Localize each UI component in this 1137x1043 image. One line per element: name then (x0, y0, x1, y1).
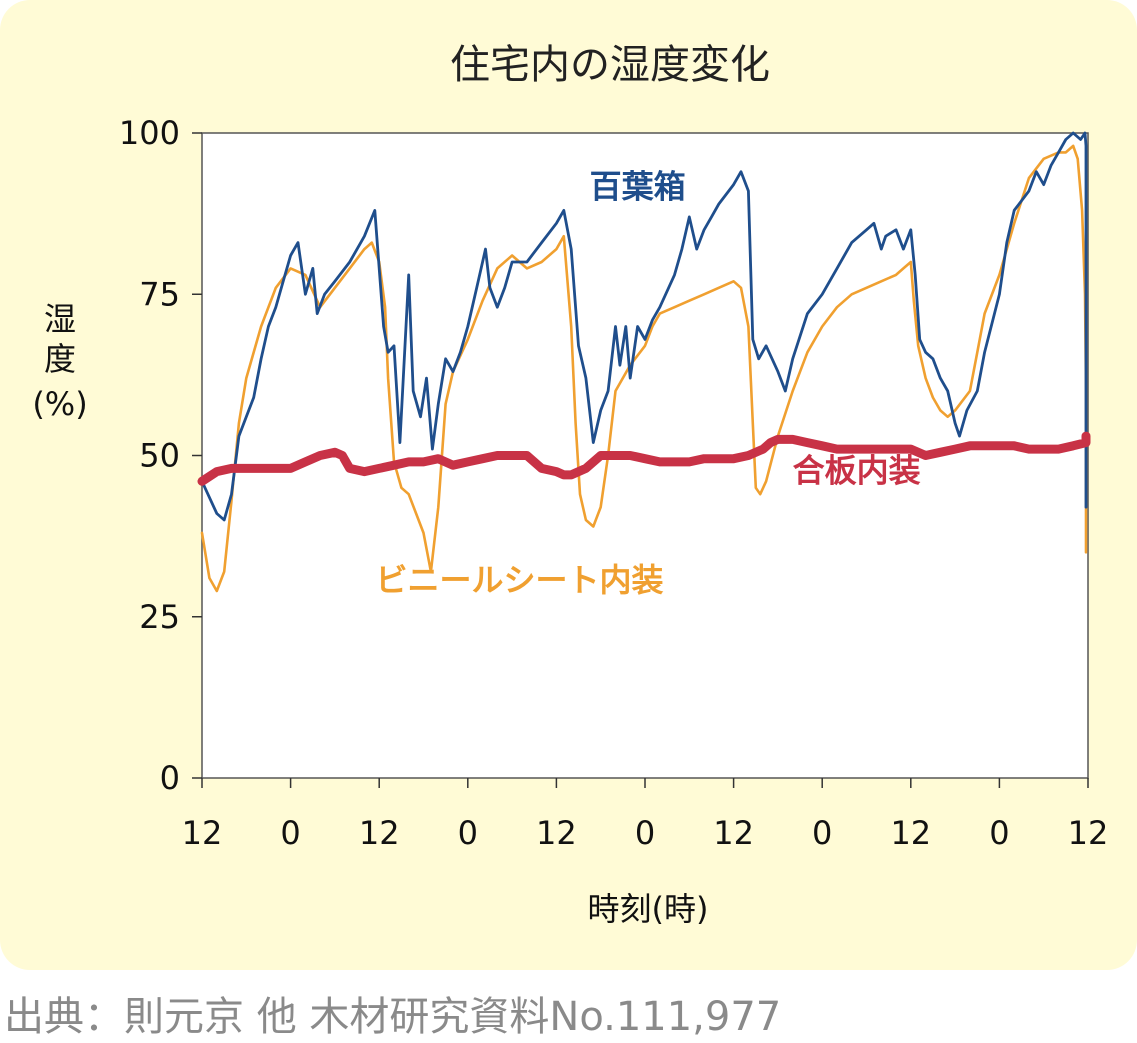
chart-title: 住宅内の湿度変化 (450, 42, 770, 88)
series-label-0: 百葉箱 (590, 168, 686, 206)
x-tick-label: 12 (1068, 814, 1109, 852)
y-tick-label: 50 (139, 437, 180, 475)
series-line-2 (197, 431, 1091, 486)
x-tick-label: 12 (536, 814, 577, 852)
x-tick-label: 0 (812, 814, 832, 852)
y-axis-label-part-0: 湿 (44, 300, 76, 338)
y-axis-ticks: 0 25 50 75 100 (119, 114, 202, 797)
y-tick-label: 25 (139, 598, 180, 636)
source-citation: 出典：則元京 他 木材研究資料No.111,977 (4, 994, 782, 1040)
x-tick-label: 12 (359, 814, 400, 852)
chart-panel: 住宅内の湿度変化 湿度 (%) 0 25 50 75 100 12 0 12 0 12 0 12 0 12… (0, 0, 1137, 970)
x-tick-label: 12 (182, 814, 223, 852)
x-axis-label: 時刻(時) (588, 890, 709, 928)
x-tick-label: 0 (635, 814, 655, 852)
x-tick-label: 12 (890, 814, 931, 852)
y-tick-label: 0 (160, 759, 180, 797)
y-tick-label: 75 (139, 275, 180, 313)
series-label-2: 合板内装 (793, 451, 921, 489)
y-axis-label-part-2: (%) (32, 385, 87, 423)
x-tick-label: 0 (989, 814, 1009, 852)
x-axis-ticks: 12 0 12 0 12 0 12 0 12 0 12 (182, 778, 1109, 852)
y-axis-label: 湿度 (%) (32, 300, 87, 423)
y-axis-label-part-1: 度 (44, 340, 76, 378)
series-group (197, 131, 1091, 593)
x-tick-label: 0 (280, 814, 300, 852)
series-line-1 (200, 144, 1088, 593)
series-line-0 (200, 131, 1088, 522)
y-tick-label: 100 (119, 114, 180, 152)
x-tick-label: 0 (458, 814, 478, 852)
x-tick-label: 12 (713, 814, 754, 852)
series-label-1: ビニールシート内装 (375, 561, 663, 599)
